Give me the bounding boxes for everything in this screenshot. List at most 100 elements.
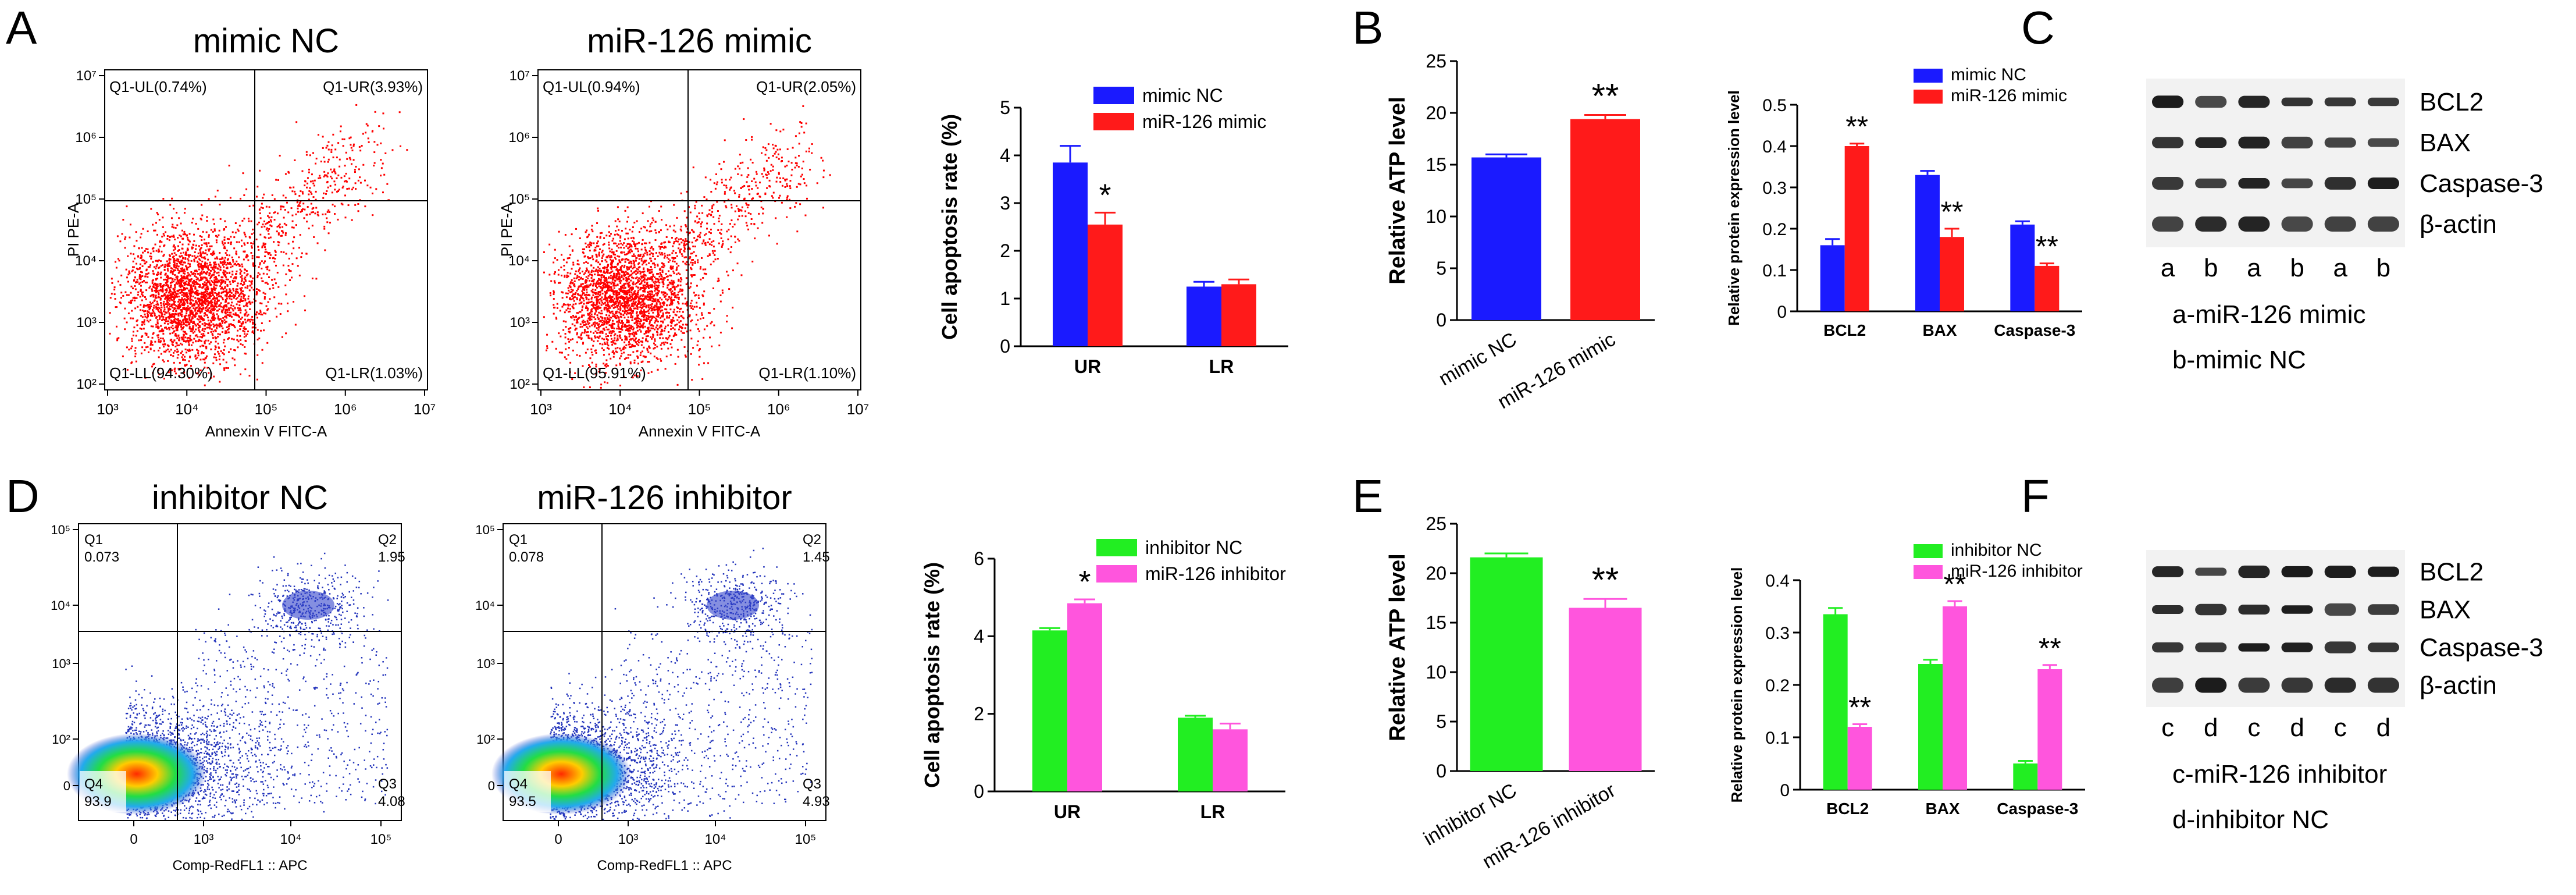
event-dot [185, 251, 187, 254]
event-dot [204, 335, 206, 337]
event-dot [265, 205, 268, 208]
event-dot [177, 283, 179, 285]
event-dot [618, 261, 621, 263]
event-dot [615, 276, 617, 279]
event-dot [604, 259, 607, 261]
event-dot [313, 179, 316, 182]
event-dot [181, 356, 183, 358]
event-dot [617, 301, 619, 304]
event-dot [184, 336, 187, 339]
event-dot [252, 243, 254, 245]
event-dot [219, 251, 221, 254]
event-dot [624, 274, 626, 276]
event-dot [624, 282, 626, 285]
event-dot [626, 206, 629, 208]
event-dot [546, 345, 548, 347]
event-dot [178, 339, 180, 342]
event-dot [344, 194, 347, 197]
event-dot [152, 296, 155, 298]
event-dot [639, 326, 642, 329]
event-dot [152, 223, 154, 226]
event-dot [244, 286, 247, 289]
event-dot [666, 304, 668, 307]
event-dot [382, 112, 384, 115]
event-dot [190, 321, 193, 323]
event-dot [168, 350, 170, 353]
event-dot [209, 269, 212, 272]
event-dot [174, 296, 177, 298]
event-dot [154, 312, 156, 315]
event-dot [584, 286, 586, 289]
event-dot [348, 177, 351, 180]
event-dot [195, 257, 198, 259]
event-dot [600, 297, 602, 300]
event-dot [194, 331, 196, 333]
event-dot [591, 280, 593, 282]
event-dot [175, 295, 177, 297]
event-dot [266, 222, 269, 224]
event-dot [173, 249, 175, 251]
event-dot [194, 281, 196, 283]
event-dot [594, 296, 596, 299]
event-dot [618, 303, 620, 305]
event-dot [197, 228, 199, 230]
event-dot [176, 322, 178, 325]
event-dot [208, 372, 210, 374]
event-dot [613, 274, 615, 276]
event-dot [173, 316, 175, 318]
event-dot [647, 372, 650, 374]
event-dot [176, 337, 179, 339]
event-dot [205, 292, 208, 294]
event-dot [165, 350, 167, 353]
event-dot [156, 211, 158, 214]
event-dot [678, 321, 680, 324]
event-dot [184, 317, 186, 319]
event-dot [151, 247, 154, 250]
event-dot [238, 293, 241, 296]
event-dot [608, 310, 610, 312]
event-dot [658, 307, 660, 309]
event-dot [192, 314, 194, 316]
event-dot [644, 261, 646, 263]
event-dot [157, 308, 159, 311]
event-dot [597, 245, 600, 247]
event-dot [301, 191, 304, 193]
event-dot [233, 358, 236, 361]
event-dot [247, 255, 249, 257]
event-dot [226, 297, 228, 300]
event-dot [680, 253, 683, 255]
event-dot [154, 287, 156, 289]
event-dot [579, 299, 581, 301]
event-dot [213, 229, 216, 232]
event-dot [630, 325, 632, 327]
event-dot [199, 248, 201, 251]
event-dot [643, 315, 645, 318]
event-dot [250, 318, 252, 321]
event-dot [591, 361, 593, 364]
event-dot [226, 289, 228, 291]
event-dot [187, 321, 190, 324]
event-dot [212, 218, 215, 221]
event-dot [243, 305, 245, 307]
event-dot [298, 204, 300, 206]
event-dot [217, 315, 219, 317]
event-dot [327, 172, 329, 175]
event-dot [238, 241, 240, 243]
event-dot [608, 321, 610, 323]
event-dot [657, 289, 659, 292]
event-dot [649, 253, 651, 255]
event-dot [258, 221, 260, 223]
event-dot [226, 326, 228, 328]
event-dot [657, 311, 659, 313]
event-dot [336, 190, 339, 193]
event-dot [163, 339, 165, 342]
event-dot [232, 281, 234, 283]
event-dot [140, 276, 142, 278]
event-dot [638, 339, 640, 341]
event-dot [192, 326, 194, 328]
event-dot [124, 291, 127, 293]
event-dot [574, 329, 576, 331]
event-dot [676, 307, 679, 309]
event-dot [263, 312, 265, 314]
event-dot [560, 267, 562, 269]
